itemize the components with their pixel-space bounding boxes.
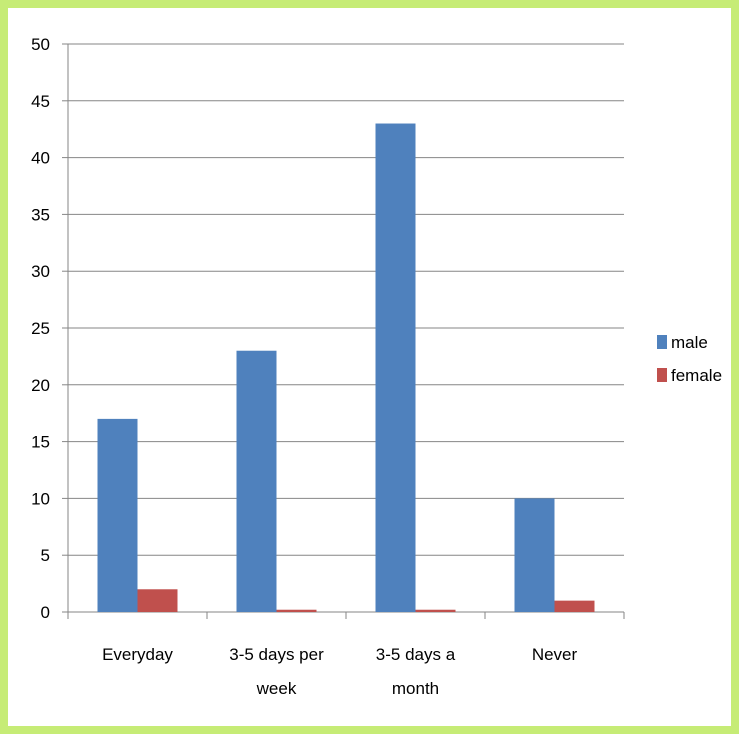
- y-tick-label: 30: [31, 262, 50, 281]
- legend-swatch-female: [657, 368, 667, 382]
- bar-female: [276, 609, 317, 612]
- bar-male: [97, 418, 138, 612]
- legend: male female: [657, 333, 722, 385]
- y-tick-label: 50: [31, 35, 50, 54]
- y-tick-label: 35: [31, 205, 50, 224]
- y-tick-label: 25: [31, 319, 50, 338]
- bar-female: [137, 589, 178, 612]
- y-tick-label: 10: [31, 489, 50, 508]
- x-category-labels: Everyday 3-5 days per week 3-5 days a month N…: [102, 645, 577, 698]
- y-tick-label: 5: [41, 546, 50, 565]
- y-tick-labels: 0 5 10 15 20 25 30 35 40 45 50: [31, 35, 50, 622]
- bar-male: [514, 498, 555, 612]
- x-category-label: 3-5 days per week: [229, 645, 324, 698]
- gridlines: [68, 43, 624, 556]
- bar-female: [415, 609, 456, 612]
- y-tick-label: 40: [31, 149, 50, 168]
- bar-male: [375, 123, 416, 613]
- bar-male: [236, 350, 277, 612]
- bars: [97, 123, 595, 613]
- y-tick-label: 15: [31, 433, 50, 452]
- x-category-label: Never: [532, 645, 578, 664]
- y-tick-label: 0: [41, 603, 50, 622]
- y-tick-label: 20: [31, 376, 50, 395]
- x-category-label: Everyday: [102, 645, 173, 664]
- x-category-label: 3-5 days a month: [376, 645, 456, 698]
- legend-label-male: male: [671, 333, 708, 352]
- bar-female: [554, 600, 595, 612]
- legend-label-female: female: [671, 366, 722, 385]
- y-tick-label: 45: [31, 92, 50, 111]
- legend-swatch-male: [657, 335, 667, 349]
